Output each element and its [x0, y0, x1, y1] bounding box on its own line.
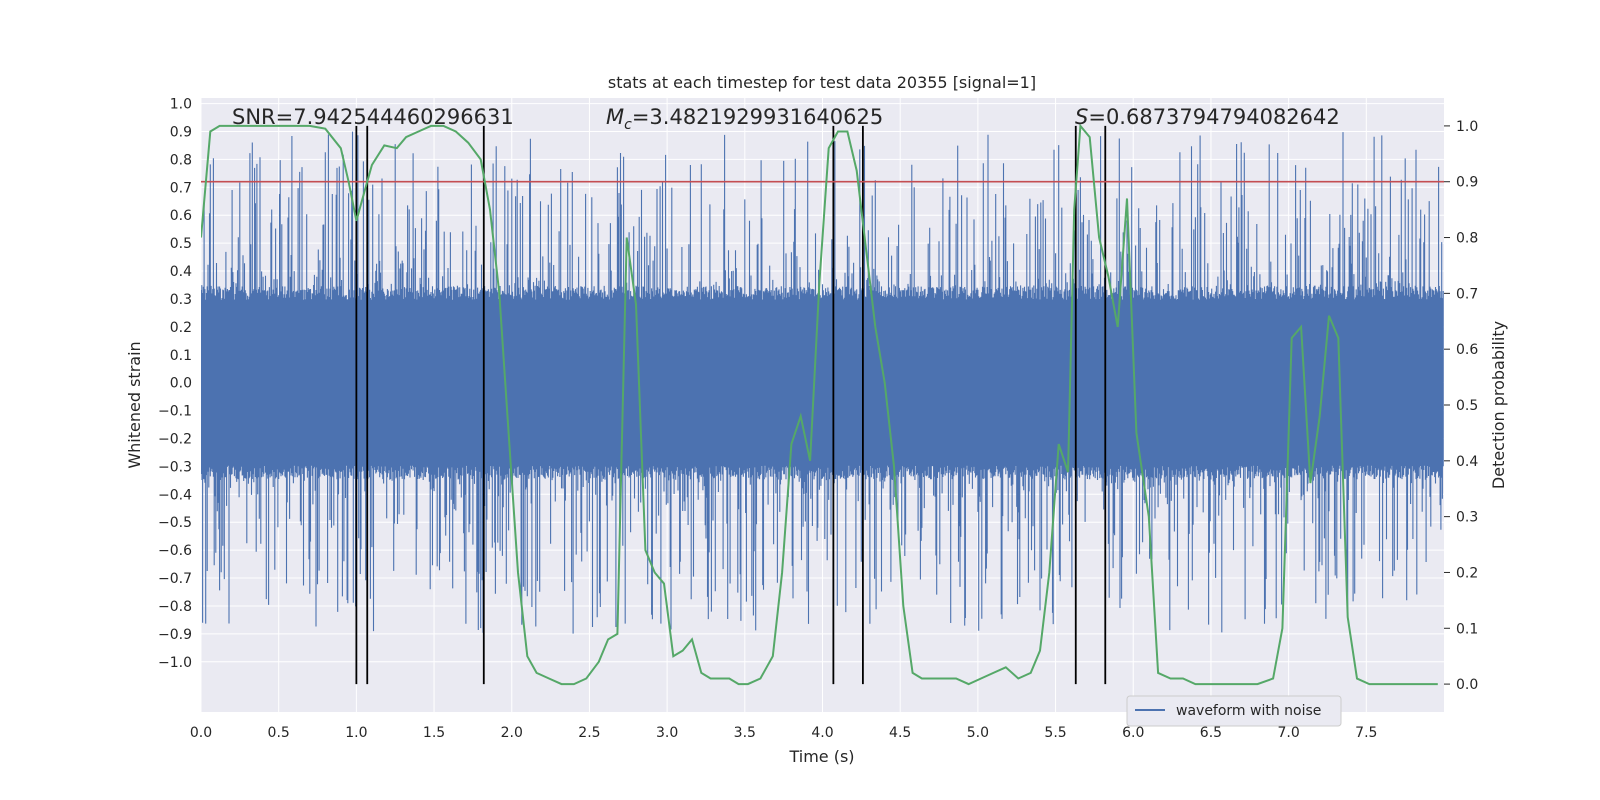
- plot-area: [201, 123, 1444, 686]
- y-axis-left-label: Whitened strain: [125, 341, 144, 468]
- chart-title: stats at each timestep for test data 203…: [608, 73, 1036, 92]
- y-left-tick-label: −0.6: [158, 543, 192, 559]
- x-axis-label: Time (s): [788, 747, 854, 766]
- y-left-tick-label: −0.5: [158, 515, 192, 531]
- y-right-tick-label: 0.4: [1456, 454, 1478, 470]
- x-tick-label: 3.5: [734, 725, 756, 741]
- y-left-tick-label: −0.8: [158, 599, 192, 615]
- y-right-tick-label: 0.1: [1456, 621, 1478, 637]
- x-tick-label: 0.0: [190, 725, 212, 741]
- x-tick-label: 7.5: [1355, 725, 1377, 741]
- y-left-tick-label: −0.7: [158, 571, 192, 587]
- y-right-tick-label: 1.0: [1456, 119, 1478, 135]
- y-left-tick-label: 0.6: [170, 208, 192, 224]
- legend-entry-waveform: waveform with noise: [1176, 703, 1321, 719]
- y-left-tick-label: −0.9: [158, 627, 192, 643]
- x-tick-label: 5.5: [1044, 725, 1066, 741]
- snr-annotation: SNR=7.942544460296631: [232, 105, 514, 129]
- x-tick-label: 1.0: [345, 725, 367, 741]
- s-annotation: S=0.6873794794082642: [1075, 105, 1340, 129]
- y-left-tick-label: 1.0: [170, 97, 192, 113]
- y-right-tick-label: 0.0: [1456, 677, 1478, 693]
- y-left-tick-label: 0.5: [170, 236, 192, 252]
- x-tick-label: 4.5: [889, 725, 911, 741]
- probability-series: [201, 123, 1438, 686]
- s-value: =0.6873794794082642: [1088, 105, 1339, 129]
- y-left-tick-label: 0.7: [170, 180, 192, 196]
- x-axis-ticks: 0.0 0.5 1.0 1.5 2.0 2.5 3.0 3.5 4.0 4.5 5.0 5.5 6.0 6…: [190, 725, 1378, 741]
- y-axis-left-ticks: 1.0 0.9 0.8 0.7 0.6 0.5 0.4 0.3 0.2 0.1 0.0 −0.1 −0.…: [158, 97, 192, 671]
- y-right-tick-label: 0.6: [1456, 342, 1478, 358]
- y-left-tick-label: −1.0: [158, 655, 192, 671]
- mc-symbol: M: [606, 105, 624, 129]
- x-tick-label: 2.5: [578, 725, 600, 741]
- y-right-tick-label: 0.3: [1456, 510, 1478, 526]
- y-right-tick-label: 0.5: [1456, 398, 1478, 414]
- y-axis-right-ticks: 1.0 0.9 0.8 0.7 0.6 0.5 0.4 0.3 0.2 0.1 0.0: [1444, 119, 1478, 693]
- y-left-tick-label: −0.2: [158, 431, 192, 447]
- x-tick-label: 6.0: [1122, 725, 1144, 741]
- y-left-tick-label: 0.8: [170, 152, 192, 168]
- y-left-tick-label: −0.3: [158, 459, 192, 475]
- y-left-tick-label: −0.1: [158, 404, 192, 420]
- y-right-tick-label: 0.7: [1456, 286, 1478, 302]
- y-right-tick-label: 0.8: [1456, 231, 1478, 247]
- y-right-tick-label: 0.2: [1456, 565, 1478, 581]
- x-tick-label: 4.0: [811, 725, 833, 741]
- y-left-tick-label: 0.9: [170, 124, 192, 140]
- y-right-tick-label: 0.9: [1456, 175, 1478, 191]
- y-left-tick-label: 0.2: [170, 320, 192, 336]
- x-tick-label: 0.5: [268, 725, 290, 741]
- y-left-tick-label: −0.4: [158, 487, 192, 503]
- y-left-tick-label: 0.4: [170, 264, 192, 280]
- s-symbol: S: [1075, 105, 1088, 129]
- mc-value: =3.4821929931640625: [632, 105, 883, 129]
- mc-annotation: Mc=3.4821929931640625: [606, 105, 883, 133]
- mc-subscript: c: [624, 117, 632, 133]
- legend: waveform with noise: [1126, 695, 1342, 727]
- x-tick-label: 5.0: [967, 725, 989, 741]
- y-left-tick-label: 0.0: [170, 376, 192, 392]
- legend-box: [1126, 695, 1342, 727]
- x-tick-label: 2.0: [501, 725, 523, 741]
- y-left-tick-label: 0.3: [170, 292, 192, 308]
- x-tick-label: 6.5: [1200, 725, 1222, 741]
- x-tick-label: 1.5: [423, 725, 445, 741]
- x-tick-label: 7.0: [1277, 725, 1299, 741]
- y-axis-right-label: Detection probability: [1489, 321, 1508, 489]
- x-tick-label: 3.0: [656, 725, 678, 741]
- y-left-tick-label: 0.1: [170, 348, 192, 364]
